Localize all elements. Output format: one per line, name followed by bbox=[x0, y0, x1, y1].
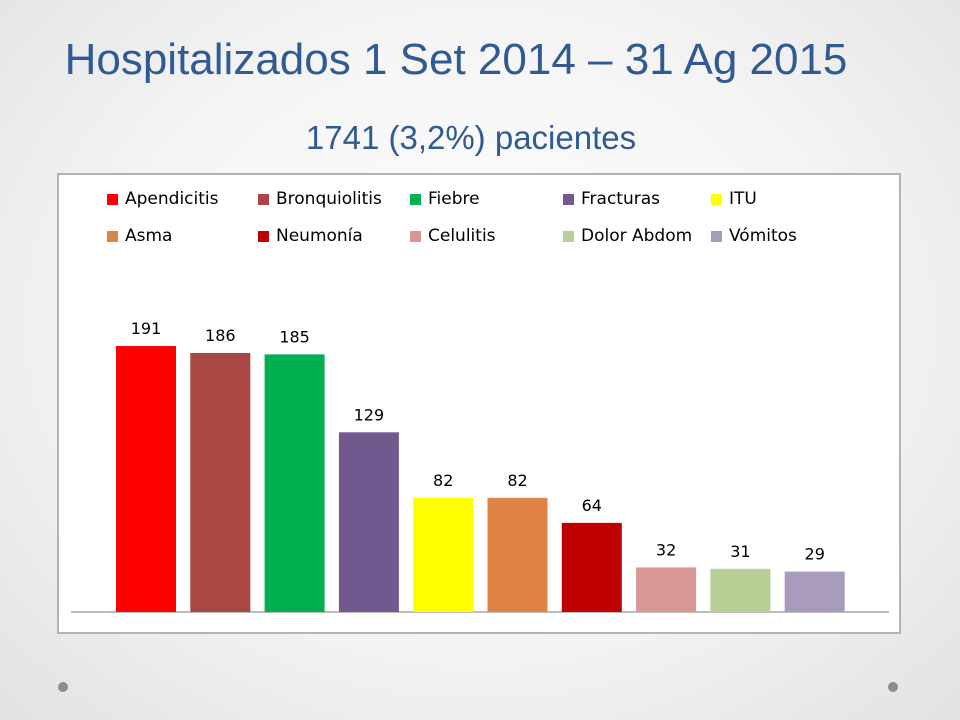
slide-title: Hospitalizados 1 Set 2014 – 31 Ag 2015 bbox=[64, 35, 848, 84]
legend-item: ITU bbox=[711, 187, 757, 211]
legend-label: Celulitis bbox=[428, 226, 496, 246]
legend-item: Bronquiolitis bbox=[258, 187, 382, 211]
legend-swatch bbox=[107, 230, 118, 242]
bar bbox=[264, 354, 325, 612]
legend-swatch bbox=[711, 193, 722, 205]
bar-chart: 191 186 185 129 82 82 64 32 31 29 bbox=[71, 319, 889, 613]
bar-value-label: 29 bbox=[805, 545, 825, 564]
bar bbox=[710, 568, 771, 612]
legend-label: Bronquiolitis bbox=[276, 189, 382, 209]
legend-item: Asma bbox=[107, 224, 172, 248]
legend-swatch bbox=[563, 230, 574, 242]
legend-item: Celulitis bbox=[410, 224, 496, 248]
legend-item: Neumonía bbox=[258, 224, 363, 248]
legend-swatch bbox=[563, 193, 574, 205]
legend-label: Apendicitis bbox=[125, 189, 219, 209]
legend-label: Vómitos bbox=[729, 226, 797, 246]
bar bbox=[190, 353, 251, 612]
bar-value-label: 129 bbox=[354, 405, 385, 424]
legend-swatch bbox=[410, 230, 421, 242]
bar-value-label: 82 bbox=[507, 471, 527, 490]
legend-label: Dolor Abdom bbox=[581, 226, 693, 246]
bar-value-label: 186 bbox=[205, 326, 236, 345]
legend-label: Asma bbox=[125, 226, 173, 246]
legend-label: Neumonía bbox=[276, 226, 363, 246]
chart-area: Apendicitis Bronquiolitis Fiebre Fracturas I… bbox=[57, 173, 901, 634]
bar bbox=[784, 571, 845, 612]
bar bbox=[338, 432, 399, 612]
legend-label: Fracturas bbox=[581, 189, 660, 209]
bar-value-label: 185 bbox=[279, 327, 310, 346]
legend-swatch bbox=[258, 193, 269, 205]
bar bbox=[116, 346, 176, 612]
bar bbox=[636, 567, 697, 612]
legend-swatch bbox=[258, 230, 269, 242]
nav-dot-right bbox=[888, 682, 898, 692]
bar-value-label: 31 bbox=[730, 542, 750, 561]
legend-label: Fiebre bbox=[428, 189, 480, 209]
legend-item: Vómitos bbox=[711, 224, 797, 248]
legend-swatch bbox=[711, 230, 722, 242]
bar bbox=[487, 497, 548, 612]
legend-item: Fiebre bbox=[410, 187, 480, 211]
bar-value-label: 64 bbox=[582, 496, 602, 515]
legend-label: ITU bbox=[729, 189, 757, 209]
bar bbox=[413, 497, 474, 612]
legend-item: Apendicitis bbox=[107, 187, 218, 211]
bar bbox=[561, 522, 622, 612]
chart-legend: Apendicitis Bronquiolitis Fiebre Fracturas I… bbox=[59, 175, 899, 265]
bar-value-label: 191 bbox=[131, 319, 162, 338]
bar-value-label: 32 bbox=[656, 540, 676, 559]
slide-subtitle: 1741 (3,2%) pacientes bbox=[305, 119, 637, 156]
nav-dot-left bbox=[58, 682, 68, 692]
legend-item: Dolor Abdom bbox=[563, 224, 692, 248]
legend-swatch bbox=[107, 193, 118, 205]
legend-swatch bbox=[410, 193, 421, 205]
bar-value-label: 82 bbox=[433, 471, 453, 490]
legend-item: Fracturas bbox=[563, 187, 660, 211]
